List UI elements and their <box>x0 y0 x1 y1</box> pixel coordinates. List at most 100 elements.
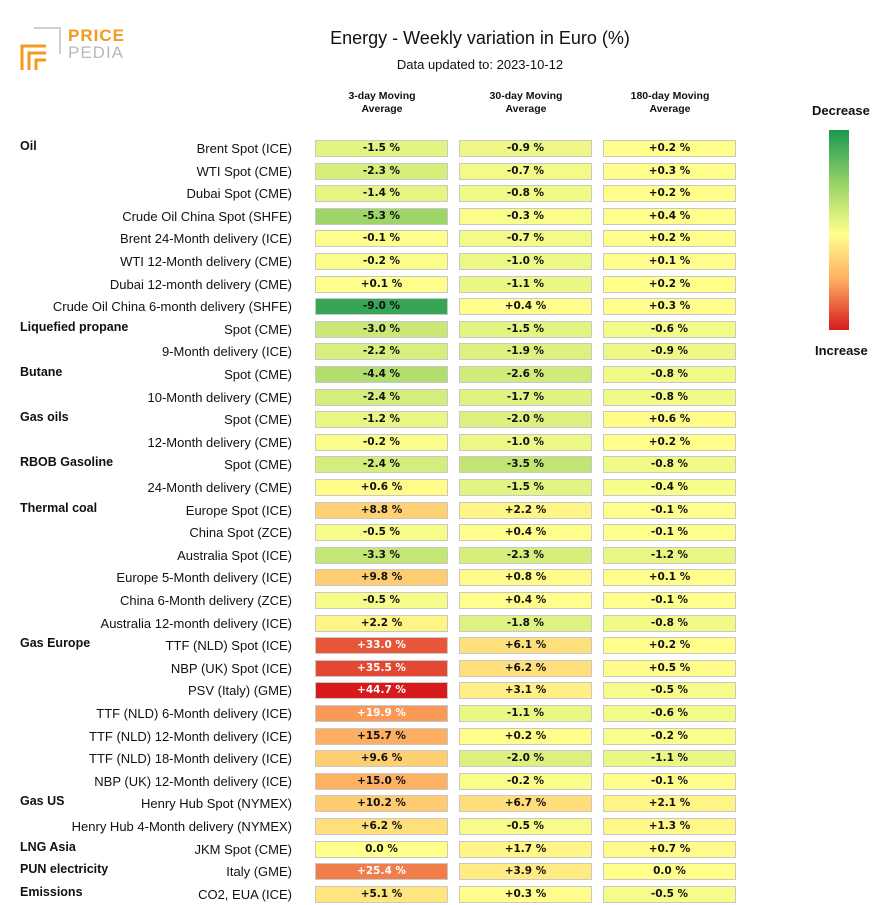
value-cell: -0.3 % <box>459 207 592 225</box>
value-cell: -9.0 % <box>315 298 448 316</box>
value-cell: +3.1 % <box>459 682 592 700</box>
column-header-30day: 30-day Moving Average <box>459 90 593 116</box>
value-cell: -0.1 % <box>315 230 448 248</box>
value-cell: -0.4 % <box>603 479 736 496</box>
row-label: Spot (CME) <box>224 321 292 337</box>
row-label: Crude Oil China 6-month delivery (SHFE) <box>52 299 292 315</box>
logo-word-price: PRICE <box>68 26 125 45</box>
value-cell: -2.3 % <box>459 546 592 564</box>
value-cell: +0.1 % <box>315 275 448 293</box>
row-label: Henry Hub 4-Month delivery (NYMEX) <box>71 819 292 834</box>
value-cell: +1.3 % <box>603 818 736 835</box>
legend-color-bar <box>829 130 849 330</box>
value-cell: +0.6 % <box>315 479 448 496</box>
value-cell: -2.3 % <box>315 162 448 180</box>
value-cell: -0.2 % <box>315 253 448 270</box>
value-cell: +6.2 % <box>459 659 592 677</box>
group-label: Liquefied propane <box>20 319 129 334</box>
value-cell: +0.4 % <box>603 207 736 225</box>
row-label: Australia 12-month delivery (ICE) <box>100 615 292 631</box>
value-cell: -0.5 % <box>315 524 448 542</box>
value-cell: -0.8 % <box>603 366 736 383</box>
row-label: 9-Month delivery (ICE) <box>161 344 292 360</box>
value-cell: -0.9 % <box>459 140 592 157</box>
value-cell: +10.2 % <box>315 795 448 813</box>
row-label: Brent 24-Month delivery (ICE) <box>120 231 292 247</box>
group-label: Gas Europe <box>20 636 91 651</box>
value-cell: +2.2 % <box>459 501 592 519</box>
value-cell: -4.4 % <box>315 366 448 383</box>
group-label: RBOB Gasoline <box>20 455 114 470</box>
value-cell: 0.0 % <box>603 863 736 881</box>
value-cell: -0.8 % <box>603 456 736 474</box>
row-label: TTF (NLD) 18-Month delivery (ICE) <box>89 751 292 767</box>
group-label: Emissions <box>20 884 83 899</box>
row-label: 10-Month delivery (CME) <box>147 389 293 405</box>
value-cell: +0.2 % <box>603 140 736 157</box>
value-cell: +0.4 % <box>459 524 592 542</box>
value-cell: +0.3 % <box>603 162 736 180</box>
value-cell: +33.0 % <box>315 637 448 655</box>
value-cell: +35.5 % <box>315 659 448 677</box>
value-cell: -0.5 % <box>315 592 448 609</box>
value-cell: -0.2 % <box>315 433 448 451</box>
chart-subtitle: Data updated to: 2023-10-12 <box>396 57 564 72</box>
value-cell: +1.7 % <box>459 840 592 858</box>
value-cell: -5.3 % <box>315 207 448 225</box>
row-label: WTI 12-Month delivery (CME) <box>120 254 292 269</box>
value-cell: -1.5 % <box>459 320 592 338</box>
value-cell: -0.6 % <box>603 705 736 722</box>
row-label: JKM Spot (CME) <box>194 841 292 857</box>
value-cell: -1.4 % <box>315 185 448 203</box>
value-cell: +44.7 % <box>315 682 448 700</box>
value-cell: +0.2 % <box>603 275 736 293</box>
logo-word-pedia: PEDIA <box>68 43 125 62</box>
chart-title: Energy - Weekly variation in Euro (%) <box>330 28 630 48</box>
row-label: Brent Spot (ICE) <box>196 141 292 156</box>
row-label: NBP (UK) 12-Month delivery (ICE) <box>94 773 292 789</box>
value-cell: -0.9 % <box>603 343 736 361</box>
column-header-line: 180-day Moving <box>630 90 710 102</box>
value-cell: -1.0 % <box>459 433 592 451</box>
row-label: TTF (NLD) 6-Month delivery (ICE) <box>96 706 292 721</box>
value-cell: -2.0 % <box>459 411 592 429</box>
value-cell: -0.2 % <box>603 727 736 745</box>
value-cell: -1.1 % <box>459 705 592 722</box>
value-cell: -0.5 % <box>603 885 736 903</box>
row-label: 24-Month delivery (CME) <box>147 480 293 495</box>
group-label: Butane <box>20 365 63 379</box>
value-cell: +15.0 % <box>315 772 448 790</box>
value-cell: +0.4 % <box>459 298 592 316</box>
value-cell: -0.7 % <box>459 162 592 180</box>
row-label: China Spot (ZCE) <box>189 525 292 541</box>
value-cell: -1.2 % <box>603 546 736 564</box>
row-label: Italy (GME) <box>226 864 292 880</box>
row-label: Spot (CME) <box>224 412 292 428</box>
value-cell: +0.1 % <box>603 253 736 270</box>
value-cell: +6.7 % <box>459 795 592 813</box>
column-header-line: Average <box>649 103 691 115</box>
value-cell: -0.2 % <box>459 772 592 790</box>
value-cell: +9.6 % <box>315 750 448 768</box>
value-cell: +3.9 % <box>459 863 592 881</box>
column-header-line: Average <box>361 103 403 115</box>
value-cell: -3.3 % <box>315 546 448 564</box>
value-cell: +2.2 % <box>315 614 448 632</box>
value-cell: -2.6 % <box>459 366 592 383</box>
value-cell: -0.5 % <box>603 682 736 700</box>
value-cell: -1.0 % <box>459 253 592 270</box>
value-cell: -0.8 % <box>459 185 592 203</box>
group-label: Gas US <box>20 794 65 809</box>
value-cell: -0.7 % <box>459 230 592 248</box>
group-label: Thermal coal <box>20 500 98 515</box>
column-header-line: Average <box>505 103 547 115</box>
value-cell: +0.7 % <box>603 840 736 858</box>
value-cell: +0.6 % <box>603 411 736 429</box>
value-cell: -2.0 % <box>459 750 592 768</box>
value-cell: -2.4 % <box>315 456 448 474</box>
value-cell: +0.2 % <box>603 433 736 451</box>
value-cell: +6.2 % <box>315 818 448 835</box>
row-label: CO2, EUA (ICE) <box>198 886 292 902</box>
value-cell: +0.3 % <box>459 885 592 903</box>
row-label: Dubai 12-month delivery (CME) <box>109 276 292 292</box>
